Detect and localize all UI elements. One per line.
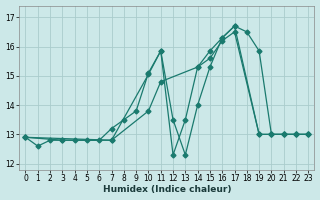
X-axis label: Humidex (Indice chaleur): Humidex (Indice chaleur)	[103, 185, 231, 194]
